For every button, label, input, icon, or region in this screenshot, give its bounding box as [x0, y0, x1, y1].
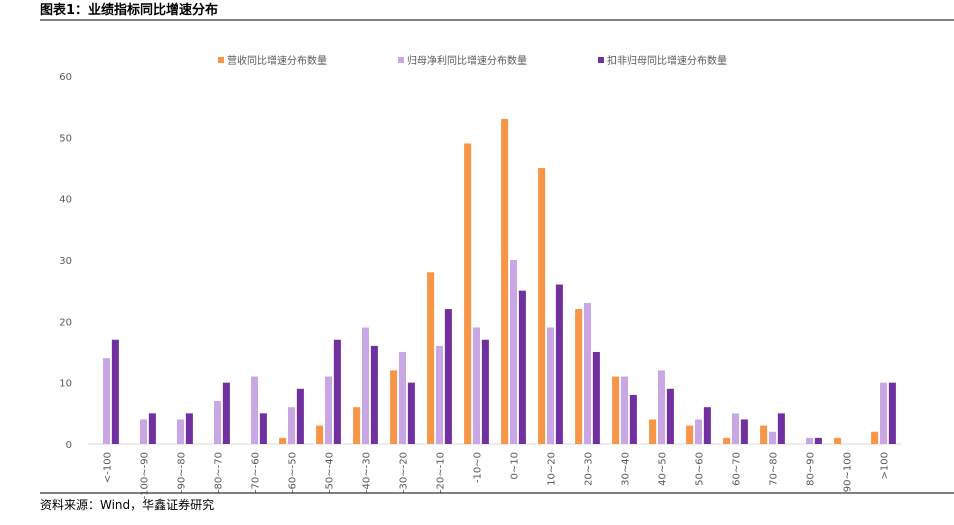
bar	[575, 309, 583, 444]
bar	[555, 284, 563, 444]
bar	[259, 413, 267, 444]
bar	[723, 437, 731, 444]
bar	[370, 345, 378, 444]
x-tick-label: 30~40	[621, 452, 632, 486]
x-tick-label: 80~90	[806, 452, 817, 486]
bar	[629, 394, 637, 444]
bar	[583, 302, 592, 444]
bar	[185, 413, 193, 444]
bar	[805, 437, 814, 444]
x-tick-label: -20~-10	[436, 452, 447, 493]
bar	[649, 419, 657, 444]
bar	[731, 413, 740, 444]
bar	[472, 327, 481, 444]
bar	[546, 327, 555, 444]
bar	[222, 382, 230, 444]
x-tick-label: -40~-30	[362, 452, 373, 493]
bar	[464, 143, 472, 444]
bar	[287, 407, 296, 444]
y-tick-label: 10	[59, 379, 72, 390]
bar	[398, 352, 407, 444]
legend-swatch	[398, 57, 404, 63]
header-title: 图表1：业绩指标同比增速分布	[40, 2, 218, 18]
x-tick-label: 10~20	[547, 452, 558, 486]
bar	[444, 309, 452, 444]
bar	[509, 260, 518, 444]
legend-label: 营收同比增速分布数量	[227, 54, 327, 67]
bar	[390, 370, 398, 444]
y-tick-label: 40	[59, 195, 72, 206]
x-tick-label: 40~50	[658, 452, 669, 486]
bar	[324, 376, 333, 444]
bar	[481, 339, 489, 444]
y-tick-label: 20	[59, 317, 72, 328]
bar	[427, 272, 435, 444]
legend-swatch	[598, 57, 604, 63]
bar	[176, 419, 185, 444]
bar	[435, 345, 444, 444]
x-tick-label: 60~70	[732, 452, 743, 486]
x-tick-label: <-100	[103, 452, 114, 483]
x-tick-label: 20~30	[584, 452, 595, 486]
x-tick-label: -80~-70	[214, 452, 225, 493]
chart: 0 10 20 30 40 50 60 营收同比增速分布数量 归母净利同比增速分布数量 扣非归母同…	[59, 54, 902, 499]
legend-label: 归母净利同比增速分布数量	[407, 54, 527, 67]
y-tick-label: 60	[59, 72, 72, 83]
x-tick-label: -10~0	[473, 452, 484, 483]
x-tick-label: 90~100	[843, 452, 854, 492]
y-tick-label: 50	[59, 133, 72, 144]
bar	[538, 168, 546, 444]
bar	[518, 290, 526, 444]
bar	[871, 431, 879, 444]
bar	[279, 437, 287, 444]
bar	[768, 431, 777, 444]
footer-source: 资料来源：Wind，华鑫证券研究	[40, 497, 214, 512]
bar	[250, 376, 259, 444]
y-tick-label: 30	[59, 256, 72, 267]
x-tick-label: -70~-60	[251, 452, 262, 493]
bar	[316, 425, 324, 444]
x-tick-label: -50~-40	[325, 452, 336, 493]
bar	[620, 376, 629, 444]
bar	[703, 407, 711, 444]
bar	[666, 388, 674, 444]
x-tick-label: -90~-80	[177, 452, 188, 493]
x-tick-label: 70~80	[769, 452, 780, 486]
bar	[361, 327, 370, 444]
bar	[777, 413, 785, 444]
bar	[760, 425, 768, 444]
bar	[333, 339, 341, 444]
bar	[686, 425, 694, 444]
bar	[296, 388, 304, 444]
bar	[139, 419, 148, 444]
bar	[694, 419, 703, 444]
bar	[148, 413, 156, 444]
y-tick-label: 0	[66, 440, 72, 451]
bar	[111, 339, 119, 444]
x-tick-label: >100	[880, 452, 891, 479]
bar	[879, 382, 888, 444]
x-tick-label: -30~-20	[399, 452, 410, 493]
bar	[657, 370, 666, 444]
x-tick-label: -100~-90	[140, 452, 151, 499]
bar	[888, 382, 896, 444]
bar	[814, 437, 822, 444]
bar	[213, 401, 222, 444]
bar	[501, 118, 509, 444]
legend-label: 扣非归母同比增速分布数量	[607, 54, 727, 67]
legend-swatch	[218, 57, 224, 63]
bar	[407, 382, 415, 444]
x-tick-label: -60~-50	[288, 452, 299, 493]
x-tick-label: 0~10	[510, 452, 521, 479]
bar	[740, 419, 748, 444]
x-tick-label: 50~60	[695, 452, 706, 486]
bar	[353, 407, 361, 444]
bar	[102, 358, 111, 444]
bar	[834, 437, 842, 444]
bar	[592, 352, 600, 444]
bar	[612, 376, 620, 444]
